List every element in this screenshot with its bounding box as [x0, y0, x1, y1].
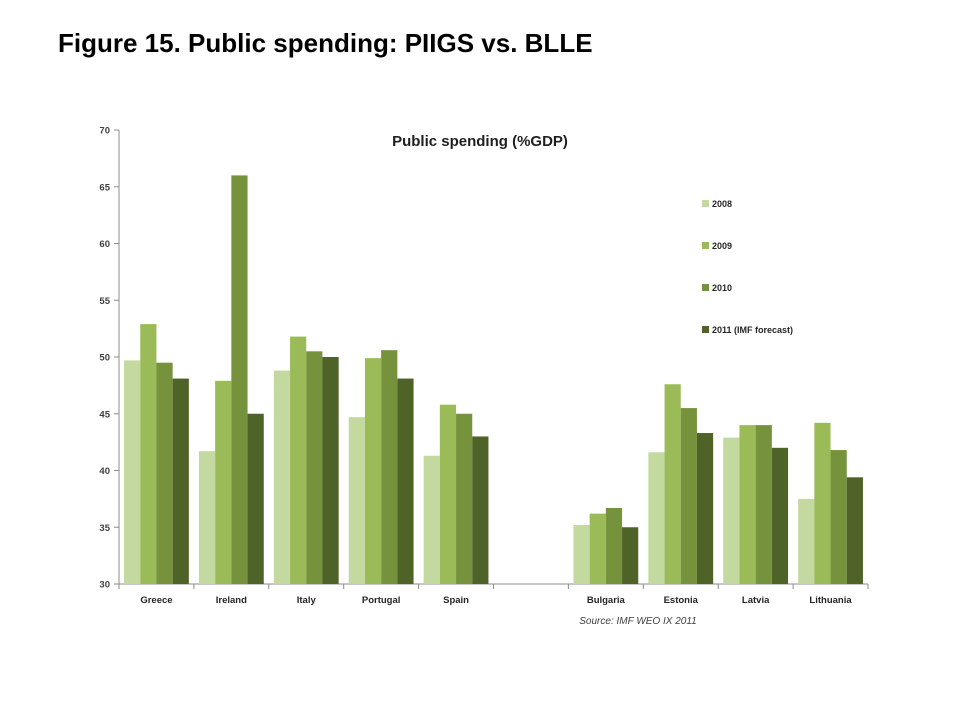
y-tick-label: 35	[99, 523, 110, 534]
bar-portugal-2010	[381, 350, 398, 584]
y-tick-label: 30	[99, 580, 110, 591]
bar-italy-2008	[273, 370, 291, 584]
bar-latvia-2008	[723, 437, 740, 584]
bar-spain-2010	[456, 413, 473, 584]
bar-estonia-2011	[696, 433, 714, 584]
legend-label: 2009	[712, 241, 732, 251]
bar-lithuania-2010	[830, 450, 847, 584]
bar-ireland-2010	[231, 175, 248, 584]
chart-bars	[124, 175, 863, 584]
bar-estonia-2009	[664, 384, 681, 584]
bar-greece-2008	[124, 360, 141, 584]
chart-source: Source: IMF WEO IX 2011	[579, 616, 696, 627]
bar-estonia-2008	[648, 452, 665, 584]
bar-lithuania-2008	[798, 498, 815, 584]
legend-swatch	[702, 200, 709, 207]
bar-spain-2011	[472, 436, 489, 584]
y-tick-label: 50	[99, 353, 110, 364]
y-tick-label: 65	[99, 182, 110, 193]
x-tick-labels: Greece Ireland Italy Portugal Spain Bulgaria E…	[140, 595, 852, 606]
bar-italy-2010	[306, 351, 323, 584]
bar-latvia-2009	[739, 425, 756, 584]
x-tick-label: Lithuania	[809, 595, 852, 606]
slide-title: Figure 15. Public spending: PIIGS vs. BL…	[58, 28, 593, 58]
y-tick-label: 40	[99, 466, 110, 477]
bar-bulgaria-2011	[622, 527, 639, 584]
y-tick-label: 45	[99, 409, 110, 420]
bar-italy-2009	[290, 336, 307, 584]
bar-latvia-2011	[771, 447, 789, 584]
bar-italy-2011	[322, 357, 339, 584]
bar-bulgaria-2010	[605, 507, 623, 584]
y-tick-label: 60	[99, 239, 110, 250]
bar-portugal-2011	[397, 378, 414, 584]
bar-spain-2008	[423, 455, 440, 584]
x-tick-label: Ireland	[216, 595, 247, 606]
bar-bulgaria-2008	[573, 524, 590, 584]
bar-greece-2009	[140, 324, 157, 584]
x-tick-label: Italy	[297, 595, 317, 606]
bar-ireland-2008	[198, 451, 216, 584]
y-tick-label: 70	[99, 126, 110, 137]
bar-bulgaria-2009	[589, 513, 606, 584]
x-tick-label: Spain	[443, 595, 469, 606]
bar-ireland-2009	[215, 380, 232, 584]
bar-spain-2009	[439, 404, 457, 584]
x-tick-label: Bulgaria	[587, 595, 626, 606]
x-tick-label: Latvia	[742, 595, 770, 606]
bar-ireland-2011	[247, 413, 264, 584]
bar-portugal-2009	[364, 358, 382, 584]
chart-legend: 2008 2009 2010 2011 (IMF forecast)	[702, 199, 793, 335]
bar-latvia-2010	[755, 425, 772, 584]
bar-estonia-2010	[680, 408, 697, 584]
legend-swatch	[702, 284, 709, 291]
legend-label: 2008	[712, 199, 732, 209]
legend-swatch	[702, 326, 709, 333]
bar-greece-2010	[156, 362, 173, 584]
x-tick-label: Estonia	[664, 595, 699, 606]
bar-lithuania-2011	[846, 477, 863, 584]
y-tick-label: 55	[99, 296, 110, 307]
chart-title: Public spending (%GDP)	[392, 133, 568, 150]
bar-lithuania-2009	[814, 422, 831, 584]
legend-label: 2010	[712, 283, 732, 293]
x-tick-label: Greece	[140, 595, 172, 606]
bar-greece-2011	[172, 378, 189, 584]
y-tick-labels: 30 35 40 45 50 55 60 65 70	[99, 126, 110, 591]
x-tick-label: Portugal	[362, 595, 401, 606]
legend-label: 2011 (IMF forecast)	[712, 325, 793, 335]
bar-portugal-2008	[348, 417, 365, 584]
legend-swatch	[702, 242, 709, 249]
